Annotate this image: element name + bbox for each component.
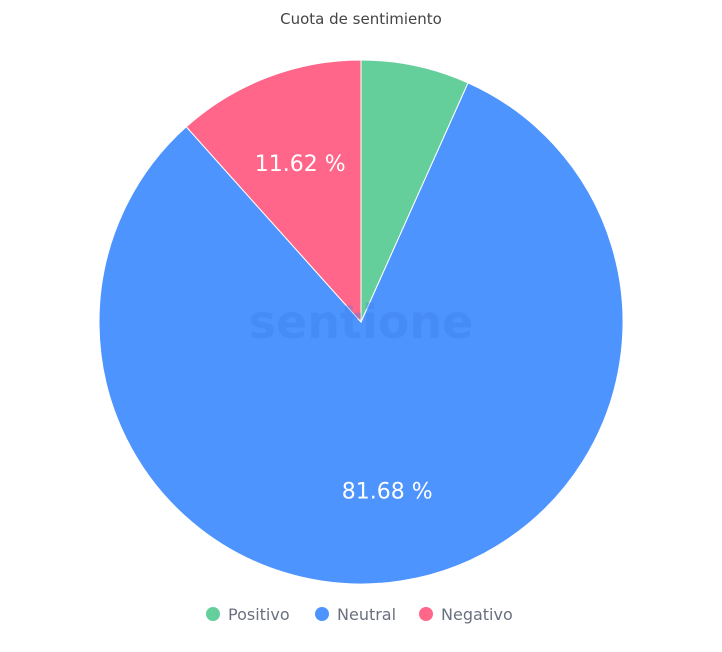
legend-marker <box>315 607 329 621</box>
data-label-neutral: 81.68 % <box>342 479 433 504</box>
legend-item-neutral[interactable]: Neutral <box>315 605 396 624</box>
chart-title: Cuota de sentimiento <box>280 10 442 28</box>
legend-item-positivo[interactable]: Positivo <box>206 605 290 624</box>
watermark-logo: sentione <box>249 295 474 349</box>
legend-marker <box>206 607 220 621</box>
data-label-negativo: 11.62 % <box>255 152 346 177</box>
pie-slice-positivo[interactable] <box>360 59 469 323</box>
legend-label: Neutral <box>337 605 396 624</box>
pie-slice-negativo[interactable] <box>185 59 362 324</box>
legend-label: Negativo <box>441 605 513 624</box>
pie-slice-neutral[interactable] <box>98 82 624 585</box>
legend-marker <box>419 607 433 621</box>
legend-label: Positivo <box>228 605 290 624</box>
legend-item-negativo[interactable]: Negativo <box>419 605 513 624</box>
